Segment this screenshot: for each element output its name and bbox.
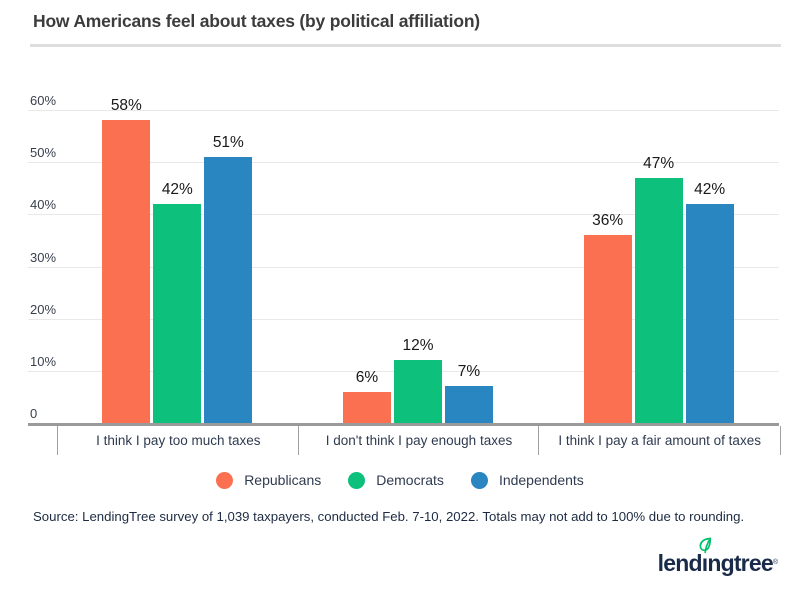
title-divider	[30, 44, 781, 47]
bar-value-republicans-0: 58%	[110, 97, 142, 115]
y-tick-label-40: 40%	[30, 197, 57, 213]
bar-value-democrats-1: 12%	[402, 337, 434, 355]
legend-item-democrats: Democrats	[348, 471, 444, 489]
legend-swatch-democrats	[348, 471, 366, 489]
logo-text-post: ngtree	[707, 550, 773, 576]
bar-republicans-2	[583, 235, 632, 423]
bar-independents-2	[685, 203, 734, 423]
legend-label-republicans: Republicans	[244, 472, 322, 488]
legend-item-republicans: Republicans	[216, 471, 322, 489]
bar-value-democrats-0: 42%	[161, 180, 193, 198]
logo-text-pre: lend	[657, 550, 703, 576]
bar-republicans-1	[343, 391, 391, 423]
gridline-30	[28, 266, 779, 268]
legend-label-democrats: Democrats	[376, 472, 444, 488]
y-tick-label-30: 30%	[30, 249, 57, 265]
gridline-20	[28, 318, 779, 320]
chart-legend: Republicans Democrats Independents	[0, 468, 800, 492]
bar-value-independents-1: 7%	[457, 363, 481, 381]
chart-title: How Americans feel about taxes (by polit…	[33, 11, 480, 31]
x-axis-line	[28, 423, 779, 426]
gridline-60	[28, 110, 779, 111]
y-tick-label-60: 60%	[30, 93, 57, 108]
legend-label-independents: Independents	[498, 472, 584, 488]
y-tick-label-10: 10%	[30, 353, 57, 369]
bar-democrats-1	[394, 360, 442, 423]
bar-democrats-2	[634, 177, 683, 423]
bar-democrats-0	[153, 203, 202, 423]
bar-independents-0	[204, 156, 253, 423]
legend-swatch-independents	[470, 471, 488, 489]
y-tick-label-0: 0	[30, 406, 38, 421]
lendingtree-logo: lend ıngtree®	[657, 537, 778, 576]
leaf-icon	[699, 537, 711, 553]
bar-independents-1	[445, 386, 493, 423]
registered-mark: ®	[772, 559, 778, 566]
legend-item-independents: Independents	[470, 471, 584, 489]
gridline-40	[28, 214, 779, 216]
bar-value-democrats-2: 47%	[643, 154, 675, 172]
bar-value-independents-0: 51%	[212, 133, 244, 151]
bar-value-independents-2: 42%	[694, 180, 726, 198]
x-category-label-0: I think I pay too much taxes	[57, 426, 299, 455]
gridline-50	[28, 162, 779, 164]
x-category-label-2: I think I pay a fair amount of taxes	[538, 426, 781, 455]
bar-value-republicans-2: 36%	[592, 212, 624, 230]
logo-letter-i: ı	[699, 537, 711, 576]
source-note: Source: LendingTree survey of 1,039 taxp…	[33, 509, 745, 524]
y-tick-label-50: 50%	[30, 145, 57, 161]
legend-swatch-republicans	[216, 471, 234, 489]
bar-republicans-0	[102, 120, 151, 423]
y-tick-label-20: 20%	[30, 301, 57, 317]
x-category-label-1: I don't think I pay enough taxes	[297, 426, 540, 455]
bar-value-republicans-1: 6%	[355, 368, 379, 386]
